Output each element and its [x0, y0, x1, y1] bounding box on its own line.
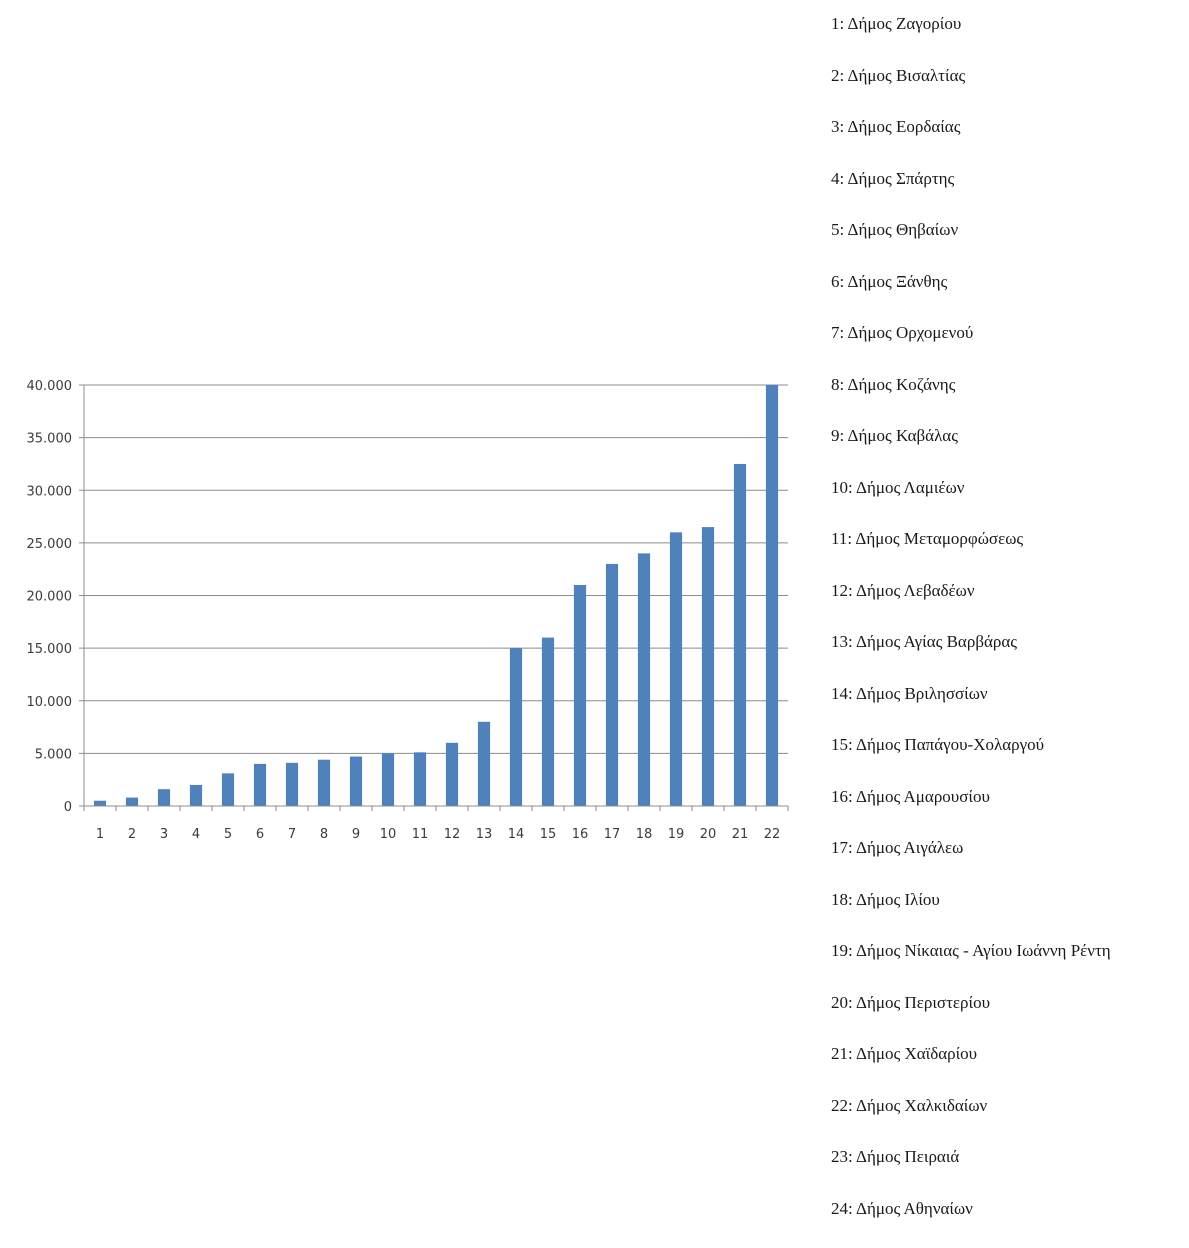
legend-item: 2: Δήμος Βισαλτίας: [831, 64, 1111, 116]
bar: [638, 553, 650, 806]
legend-item: 9: Δήμος Καβάλας: [831, 424, 1111, 476]
x-tick-label: 12: [444, 827, 461, 842]
bar: [446, 743, 458, 806]
bar: [734, 464, 746, 806]
legend-item: 5: Δήμος Θηβαίων: [831, 218, 1111, 270]
bar: [414, 752, 426, 806]
x-tick-label: 13: [476, 827, 493, 842]
legend-item: 7: Δήμος Ορχομενού: [831, 321, 1111, 373]
legend-item: 23: Δήμος Πειραιά: [831, 1145, 1111, 1197]
bar: [254, 764, 266, 806]
bar-chart: 0 5.000 10.000 15.000 20.000 25.000 30.000 35.0…: [0, 0, 800, 860]
legend-item: 20: Δήμος Περιστερίου: [831, 991, 1111, 1043]
y-tick-label: 5.000: [35, 747, 72, 762]
x-tick-label: 9: [352, 827, 360, 842]
x-tick-label: 17: [604, 827, 621, 842]
bar: [382, 753, 394, 806]
legend-item: 13: Δήμος Αγίας Βαρβάρας: [831, 630, 1111, 682]
x-tick-label: 18: [636, 827, 653, 842]
y-tick-label: 20.000: [27, 590, 73, 605]
x-tick-label: 4: [192, 827, 200, 842]
legend-item: 12: Δήμος Λεβαδέων: [831, 579, 1111, 631]
x-tick-label: 15: [540, 827, 557, 842]
legend-item: 3: Δήμος Εορδαίας: [831, 115, 1111, 167]
legend-item: 1: Δήμος Ζαγορίου: [831, 12, 1111, 64]
legend-item: 14: Δήμος Βριλησσίων: [831, 682, 1111, 734]
x-tick-label: 22: [764, 827, 781, 842]
y-axis-tick-labels: 0 5.000 10.000 15.000 20.000 25.000 30.000 35.0…: [27, 379, 73, 815]
x-tick-label: 14: [508, 827, 525, 842]
legend-item: 24: Δήμος Αθηναίων: [831, 1197, 1111, 1248]
bar: [318, 760, 330, 806]
x-tick-label: 21: [732, 827, 749, 842]
legend-item: 21: Δήμος Χαϊδαρίου: [831, 1042, 1111, 1094]
bar: [766, 385, 778, 806]
legend-item: 16: Δήμος Αμαρουσίου: [831, 785, 1111, 837]
bar: [350, 757, 362, 806]
legend-item: 10: Δήμος Λαμιέων: [831, 476, 1111, 528]
x-tick-label: 5: [224, 827, 232, 842]
bar: [190, 785, 202, 806]
bar: [158, 789, 170, 806]
bar: [510, 648, 522, 806]
legend-item: 22: Δήμος Χαλκιδαίων: [831, 1094, 1111, 1146]
bar: [94, 801, 106, 806]
bar: [574, 585, 586, 806]
legend-item: 11: Δήμος Μεταμορφώσεως: [831, 527, 1111, 579]
bar: [222, 773, 234, 806]
x-tick-label: 7: [288, 827, 296, 842]
y-tick-label: 30.000: [27, 484, 73, 499]
legend-item: 4: Δήμος Σπάρτης: [831, 167, 1111, 219]
y-tick-label: 15.000: [27, 642, 73, 657]
bar: [670, 532, 682, 806]
x-tick-label: 3: [160, 827, 168, 842]
x-tick-label: 1: [96, 827, 104, 842]
x-tick-label: 11: [412, 827, 429, 842]
x-tick-label: 16: [572, 827, 589, 842]
y-tick-label: 25.000: [27, 537, 73, 552]
x-tick-label: 19: [668, 827, 685, 842]
legend-item: 17: Δήμος Αιγάλεω: [831, 836, 1111, 888]
x-tick-label: 6: [256, 827, 264, 842]
bar: [702, 527, 714, 806]
y-tick-label: 10.000: [27, 695, 73, 710]
y-tick-label: 40.000: [27, 379, 73, 394]
bar: [286, 763, 298, 806]
bar: [478, 722, 490, 806]
legend-item: 19: Δήμος Νίκαιας - Αγίου Ιωάννη Ρέντη: [831, 939, 1111, 991]
bar: [126, 798, 138, 806]
legend-item: 8: Δήμος Κοζάνης: [831, 373, 1111, 425]
x-tick-label: 10: [380, 827, 397, 842]
bar: [542, 638, 554, 806]
y-tick-label: 35.000: [27, 432, 73, 447]
x-tick-label: 2: [128, 827, 136, 842]
legend-item: 15: Δήμος Παπάγου-Χολαργού: [831, 733, 1111, 785]
legend-item: 18: Δήμος Ιλίου: [831, 888, 1111, 940]
legend-item: 6: Δήμος Ξάνθης: [831, 270, 1111, 322]
bar: [606, 564, 618, 806]
y-tick-label: 0: [64, 800, 72, 815]
x-tick-label: 8: [320, 827, 328, 842]
x-tick-label: 20: [700, 827, 717, 842]
